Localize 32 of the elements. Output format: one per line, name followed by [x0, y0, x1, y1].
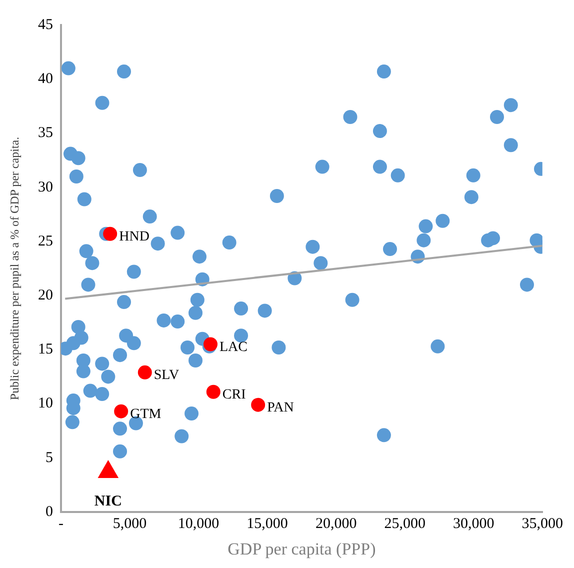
series-label: NIC [94, 493, 122, 510]
y-tick-label: 5 [46, 450, 53, 466]
y-tick-label: 0 [46, 504, 53, 520]
point [251, 398, 266, 412]
x-tick-label: 15,000 [246, 516, 288, 532]
series-label: PAN [267, 400, 294, 416]
x-tick-label: 35,000 [522, 516, 563, 532]
series-label: HND [119, 230, 150, 245]
x-tick-label: 10,000 [178, 516, 220, 532]
y-tick-label: 20 [38, 287, 53, 304]
x-tick-label: 30,000 [452, 516, 494, 532]
y-tick-label: 25 [38, 233, 53, 250]
y-tick-label: 30 [38, 179, 53, 196]
series-label: LAC [220, 340, 248, 355]
y-tick-label: 10 [38, 396, 53, 412]
x-tick-label: 20,000 [315, 516, 357, 532]
y-tick-label: 45 [38, 16, 53, 33]
point [114, 404, 128, 418]
y-axis-title: Public expenditure per pupil as a % of GDP per capita. [7, 136, 22, 400]
x-tick-label: 25,000 [384, 516, 426, 532]
point [206, 384, 220, 399]
y-tick-label: 40 [38, 71, 53, 88]
x-axis-title: GDP per capita (PPP) [228, 539, 376, 558]
series-label: SLV [154, 368, 180, 384]
series-label: CRI [222, 388, 246, 403]
x-tick-label: - [58, 516, 64, 532]
point [138, 365, 152, 380]
x-tick-label: 5,000 [112, 516, 147, 532]
point [103, 226, 118, 241]
y-tick-label: 35 [38, 125, 53, 142]
y-tick-label: 15 [38, 342, 53, 358]
series-label: GTM [130, 407, 162, 422]
